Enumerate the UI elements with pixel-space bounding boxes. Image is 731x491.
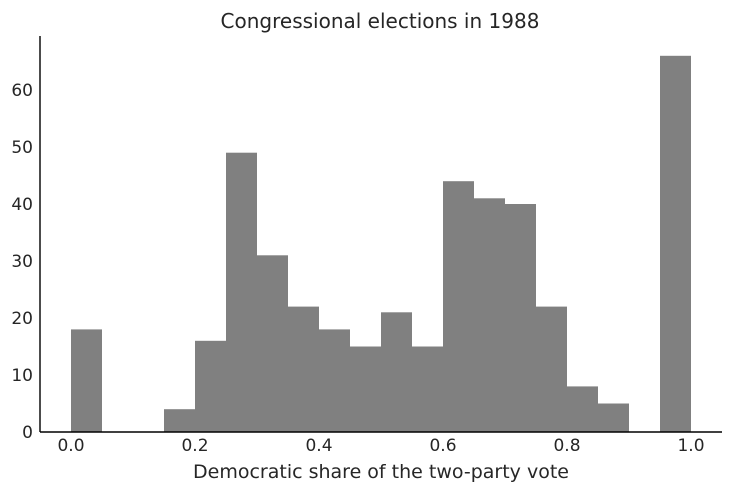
x-tick-label: 0.4 <box>305 436 332 456</box>
x-tick-labels: 0.0 0.2 0.4 0.6 0.8 1.0 <box>57 436 704 456</box>
y-tick-labels: 0 10 20 30 40 50 60 <box>11 81 33 443</box>
histogram-bar <box>226 152 257 432</box>
y-tick-label: 40 <box>11 195 33 215</box>
histogram-bar <box>474 198 505 432</box>
y-tick-label: 20 <box>11 309 33 329</box>
y-tick-label: 30 <box>11 252 33 272</box>
histogram-bar <box>412 346 443 432</box>
y-tick-label: 60 <box>11 81 33 101</box>
x-tick-label: 0.8 <box>553 436 580 456</box>
histogram-bar <box>505 204 536 432</box>
histogram-bar <box>660 55 691 433</box>
y-tick-label: 0 <box>22 423 33 443</box>
histogram-bar <box>598 403 629 432</box>
y-tick-label: 10 <box>11 366 33 386</box>
histogram-bar <box>195 340 226 432</box>
histogram-bar <box>319 329 350 432</box>
x-axis-label: Democratic share of the two-party vote <box>193 461 569 483</box>
x-tick-label: 0.0 <box>57 436 84 456</box>
x-tick-label: 0.6 <box>429 436 456 456</box>
histogram-bars <box>71 55 691 433</box>
x-tick-label: 0.2 <box>181 436 208 456</box>
histogram-bar <box>288 306 319 432</box>
histogram-bar <box>257 255 288 432</box>
histogram-bar <box>350 346 381 432</box>
histogram-bar <box>381 312 412 432</box>
histogram-bar <box>536 306 567 432</box>
chart-title: Congressional elections in 1988 <box>221 9 540 33</box>
histogram-bar <box>443 181 474 432</box>
histogram-bar <box>567 386 598 432</box>
x-tick-label: 1.0 <box>677 436 704 456</box>
histogram-bar <box>164 409 195 432</box>
y-tick-label: 50 <box>11 138 33 158</box>
axes <box>39 36 722 433</box>
histogram-bar <box>71 329 102 432</box>
